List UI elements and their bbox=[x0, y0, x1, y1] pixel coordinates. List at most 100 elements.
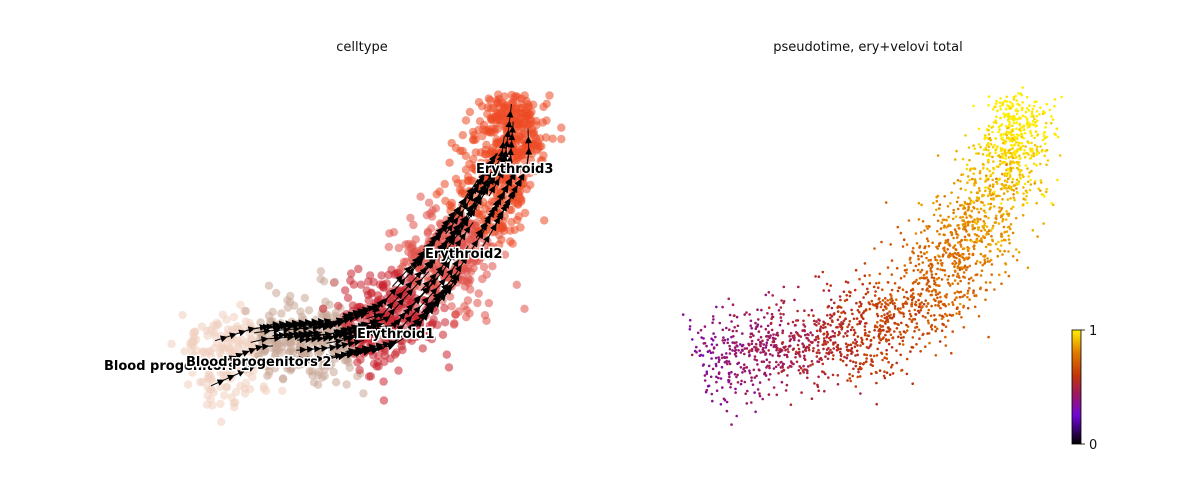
cell-point bbox=[839, 354, 843, 358]
cell-point bbox=[783, 346, 786, 350]
cell-point bbox=[917, 298, 920, 302]
cell-point bbox=[886, 299, 889, 302]
cell-point bbox=[1050, 121, 1053, 125]
cell-point bbox=[762, 350, 766, 353]
cell-point bbox=[987, 104, 990, 107]
cell-point bbox=[1031, 113, 1034, 116]
cell-point bbox=[719, 377, 723, 380]
cell-point bbox=[449, 320, 459, 329]
cell-point bbox=[1012, 152, 1015, 155]
cell-point bbox=[732, 314, 736, 318]
cell-point bbox=[881, 358, 884, 362]
cell-point bbox=[700, 336, 703, 339]
cell-point bbox=[778, 323, 782, 327]
cell-point bbox=[784, 389, 788, 392]
cell-point bbox=[780, 380, 784, 384]
cell-point bbox=[856, 335, 860, 338]
cell-point bbox=[764, 352, 768, 355]
cell-point bbox=[272, 288, 281, 298]
cell-point bbox=[934, 272, 938, 276]
cell-point bbox=[827, 346, 830, 350]
cell-point bbox=[825, 330, 829, 334]
cell-point bbox=[962, 247, 966, 250]
cell-point bbox=[1005, 173, 1008, 177]
cell-point bbox=[857, 370, 860, 374]
cell-point bbox=[806, 337, 809, 340]
cell-point bbox=[899, 336, 903, 340]
cell-point bbox=[1002, 112, 1006, 115]
cell-point bbox=[987, 95, 991, 98]
cell-point bbox=[973, 305, 977, 309]
cell-point bbox=[783, 353, 786, 357]
cell-point bbox=[883, 316, 887, 320]
cell-point bbox=[780, 360, 783, 364]
cell-point bbox=[909, 350, 912, 353]
cell-point bbox=[901, 288, 905, 292]
cell-point bbox=[995, 99, 998, 103]
colorbar-label-min: 0 bbox=[1089, 438, 1097, 453]
cell-point bbox=[893, 282, 897, 285]
cell-point bbox=[733, 373, 737, 376]
cell-point bbox=[756, 388, 760, 391]
cell-point bbox=[796, 309, 799, 313]
cell-point bbox=[851, 351, 854, 354]
cell-point bbox=[885, 315, 889, 319]
cell-point bbox=[886, 318, 889, 322]
cell-point bbox=[934, 290, 938, 294]
cell-point bbox=[1018, 157, 1022, 160]
cell-point bbox=[420, 296, 429, 305]
cell-point bbox=[989, 243, 992, 246]
cell-point bbox=[860, 313, 863, 317]
cell-point bbox=[482, 140, 491, 149]
cell-point bbox=[763, 371, 767, 375]
cell-point bbox=[890, 300, 894, 304]
cell-point bbox=[271, 349, 280, 358]
cell-point bbox=[938, 313, 942, 317]
cell-point bbox=[982, 226, 985, 230]
cell-point bbox=[1016, 109, 1020, 113]
cell-point bbox=[748, 353, 751, 357]
cell-point bbox=[895, 361, 898, 365]
cell-point bbox=[943, 269, 946, 272]
cell-point bbox=[768, 366, 771, 370]
cell-point bbox=[920, 268, 924, 272]
cell-point bbox=[902, 335, 905, 339]
cell-point bbox=[953, 259, 956, 263]
cell-point bbox=[718, 358, 721, 362]
cell-point bbox=[728, 362, 732, 366]
cell-point bbox=[737, 361, 741, 365]
cell-point bbox=[492, 135, 501, 144]
cell-point bbox=[955, 200, 959, 204]
cell-point bbox=[985, 288, 988, 292]
cell-point bbox=[1001, 141, 1005, 145]
cell-point bbox=[829, 316, 832, 320]
cell-point bbox=[804, 349, 808, 352]
cell-point bbox=[728, 375, 731, 379]
cell-point bbox=[824, 355, 827, 358]
cell-point bbox=[934, 354, 938, 357]
cell-point bbox=[1000, 202, 1003, 205]
cell-point bbox=[1021, 101, 1024, 104]
cell-point bbox=[875, 312, 879, 316]
cell-point bbox=[886, 312, 889, 315]
cell-point bbox=[220, 391, 229, 400]
cell-point bbox=[714, 362, 718, 366]
cell-point bbox=[477, 210, 487, 220]
cell-point bbox=[286, 344, 296, 353]
cell-point bbox=[948, 282, 951, 286]
cell-point bbox=[451, 310, 460, 319]
cell-point bbox=[908, 317, 911, 321]
cell-point bbox=[985, 233, 988, 236]
cell-point bbox=[836, 325, 839, 329]
cell-point bbox=[184, 380, 193, 389]
cell-point bbox=[927, 264, 931, 268]
cell-point bbox=[973, 184, 976, 187]
cell-point bbox=[779, 316, 783, 319]
cell-point bbox=[747, 343, 751, 347]
cell-point bbox=[859, 320, 863, 323]
cell-point bbox=[748, 313, 751, 316]
cell-point bbox=[862, 296, 865, 299]
cell-point bbox=[968, 178, 971, 182]
cell-point bbox=[829, 324, 832, 327]
cell-point bbox=[919, 309, 923, 312]
